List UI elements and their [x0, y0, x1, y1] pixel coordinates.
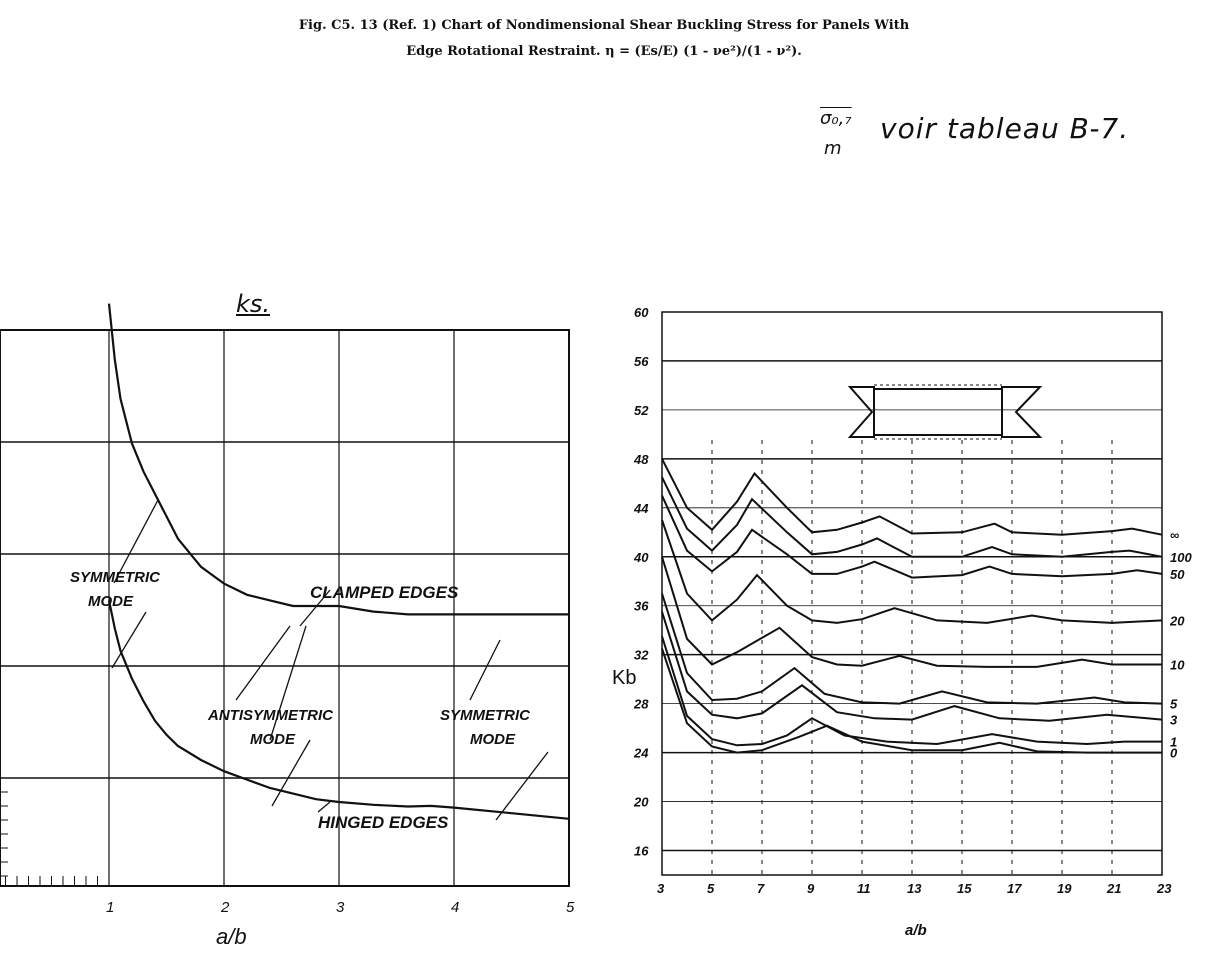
left-leader-line — [469, 639, 501, 701]
left-x-tick-label: 1 — [106, 899, 114, 916]
left-leader-line — [269, 625, 307, 741]
right-y-tick-label: 56 — [634, 354, 649, 369]
left-x-tick-label: 2 — [220, 899, 230, 916]
left-series-hinged-edges — [107, 600, 570, 820]
handwritten-m: m — [824, 138, 842, 159]
right-series-eta-20 — [661, 519, 1163, 624]
left-annotation-label: CLAMPED EDGES — [310, 583, 459, 602]
panel-diagram — [847, 384, 1043, 440]
right-series-eta-1 — [661, 636, 1162, 747]
right-series-eta-100 — [661, 476, 1163, 558]
left-x-axis-title: a/b — [216, 924, 247, 949]
right-y-tick-label: 36 — [634, 599, 649, 614]
right-y-axis-title: Kb — [612, 667, 636, 689]
right-x-tick-label: 23 — [1156, 881, 1172, 896]
left-annotation-label: HINGED EDGES — [318, 813, 449, 832]
right-x-tick-label: 17 — [1007, 881, 1022, 896]
right-series-label: 0 — [1170, 746, 1178, 761]
right-y-tick-label: 24 — [633, 746, 649, 761]
figure-caption-line2: Edge Rotational Restraint. η = (Es/E) (1… — [406, 44, 802, 59]
left-annotation-label: ANTISYMMETRIC — [207, 707, 334, 724]
handwritten-stress-symbol: σ₀,₇ — [820, 108, 852, 129]
right-x-tick-label: 11 — [857, 881, 871, 896]
left-chart-frame — [0, 329, 570, 887]
right-y-tick-label: 44 — [633, 501, 649, 516]
right-x-tick-label: 21 — [1106, 881, 1121, 896]
left-x-tick-label: 4 — [451, 899, 459, 916]
right-x-tick-label: 5 — [707, 881, 715, 896]
right-y-tick-label: 32 — [634, 648, 649, 663]
right-x-tick-label: 15 — [957, 881, 972, 896]
right-series-label: 1 — [1170, 735, 1177, 750]
left-series-clamped-edges — [107, 303, 569, 616]
right-y-tick-label: 60 — [634, 305, 649, 320]
right-x-tick-label: 9 — [807, 881, 815, 896]
right-y-tick-label: 16 — [634, 844, 649, 859]
left-leader-line — [299, 589, 331, 627]
left-annotation-label: SYMMETRIC — [70, 569, 161, 586]
right-series-label: 10 — [1170, 657, 1185, 672]
figure-caption-line1: Fig. C5. 13 (Ref. 1) Chart of Nondimensi… — [298, 18, 910, 33]
right-series-label: ∞ — [1170, 528, 1179, 543]
left-annotation-label: SYMMETRIC — [440, 707, 531, 724]
handwritten-note: voir tableau B-7. — [880, 112, 1130, 145]
right-x-tick-label: 7 — [757, 881, 765, 896]
right-series-eta-50 — [661, 495, 1163, 579]
left-leader-line — [317, 801, 331, 813]
right-y-tick-label: 28 — [633, 697, 649, 712]
right-y-tick-label: 52 — [634, 403, 649, 418]
right-x-axis-title: a/b — [905, 922, 927, 939]
right-series-eta-10 — [661, 556, 1162, 668]
right-y-tick-label: 40 — [633, 550, 649, 565]
right-series-label: 3 — [1170, 713, 1178, 728]
left-annotation-label: MODE — [250, 731, 296, 748]
left-leader-line — [111, 611, 147, 669]
left-annotation-label: MODE — [88, 593, 134, 610]
left-x-tick-label: 5 — [566, 899, 575, 916]
right-y-tick-label: 48 — [633, 452, 649, 467]
left-leader-line — [271, 739, 311, 807]
left-leader-line — [113, 499, 159, 584]
right-series-label: 100 — [1170, 550, 1192, 565]
left-x-tick-label: 3 — [336, 899, 345, 916]
right-x-tick-label: 3 — [657, 881, 665, 896]
right-series-label: 50 — [1170, 567, 1185, 582]
right-series-eta-0 — [661, 648, 1162, 754]
left-annotation-label: MODE — [470, 731, 516, 748]
right-series-eta-3 — [661, 611, 1163, 722]
handwritten-ks-title: ks. — [236, 290, 271, 318]
right-series-eta-∞ — [661, 458, 1163, 536]
left-leader-line — [495, 751, 549, 821]
right-x-tick-label: 13 — [907, 881, 922, 896]
left-leader-line — [235, 625, 291, 701]
right-series-label: 20 — [1169, 613, 1185, 628]
right-x-tick-label: 19 — [1057, 881, 1072, 896]
right-series-label: 5 — [1170, 697, 1178, 712]
right-series-eta-5 — [661, 593, 1163, 705]
right-y-tick-label: 20 — [633, 795, 649, 810]
